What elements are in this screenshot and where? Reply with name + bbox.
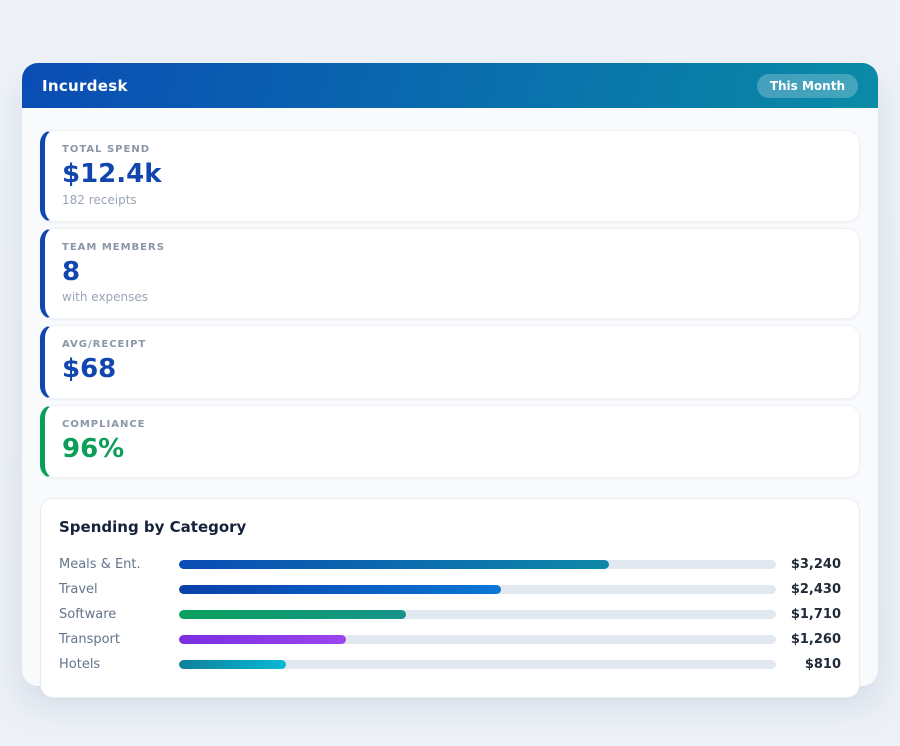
period-badge[interactable]: This Month	[757, 74, 858, 98]
bar-fill-transport	[179, 635, 346, 644]
category-label: Hotels	[59, 657, 179, 672]
stat-card-compliance: COMPLIANCE 96%	[40, 405, 860, 479]
category-label: Travel	[59, 582, 179, 597]
stat-value: $68	[62, 355, 841, 384]
stat-label: AVG/RECEIPT	[62, 339, 841, 350]
category-label: Software	[59, 607, 179, 622]
bar-track	[179, 660, 776, 669]
category-label: Transport	[59, 632, 179, 647]
bar-track	[179, 560, 776, 569]
category-value: $1,260	[785, 632, 841, 647]
stat-value: 96%	[62, 435, 841, 464]
stat-card-team-members: TEAM MEMBERS 8 with expenses	[40, 228, 860, 320]
bar-fill-meals	[179, 560, 609, 569]
category-value: $3,240	[785, 557, 841, 572]
chart-row-travel: Travel $2,430	[59, 577, 841, 602]
category-value: $1,710	[785, 607, 841, 622]
stat-label: TEAM MEMBERS	[62, 242, 841, 253]
chart-row-meals: Meals & Ent. $3,240	[59, 552, 841, 577]
app-header: Incurdesk This Month	[22, 63, 878, 108]
spending-by-category-chart: Spending by Category Meals & Ent. $3,240…	[40, 498, 860, 698]
app-title: Incurdesk	[42, 77, 128, 95]
category-value: $810	[785, 657, 841, 672]
stat-card-avg-receipt: AVG/RECEIPT $68	[40, 325, 860, 399]
bar-track	[179, 610, 776, 619]
dashboard-panel: Incurdesk This Month TOTAL SPEND $12.4k …	[22, 63, 878, 686]
category-label: Meals & Ent.	[59, 557, 179, 572]
bar-fill-travel	[179, 585, 501, 594]
chart-row-software: Software $1,710	[59, 602, 841, 627]
stat-label: COMPLIANCE	[62, 419, 841, 430]
panel-body: TOTAL SPEND $12.4k 182 receipts TEAM MEM…	[22, 108, 878, 722]
chart-row-transport: Transport $1,260	[59, 627, 841, 652]
stat-value: 8	[62, 258, 841, 287]
stat-subtext: 182 receipts	[62, 193, 841, 207]
bar-fill-hotels	[179, 660, 286, 669]
bar-track	[179, 585, 776, 594]
bar-track	[179, 635, 776, 644]
chart-row-hotels: Hotels $810	[59, 652, 841, 677]
stat-value: $12.4k	[62, 160, 841, 189]
stat-subtext: with expenses	[62, 290, 841, 304]
chart-title: Spending by Category	[59, 518, 841, 536]
bar-fill-software	[179, 610, 406, 619]
category-value: $2,430	[785, 582, 841, 597]
stat-card-total-spend: TOTAL SPEND $12.4k 182 receipts	[40, 130, 860, 222]
stat-label: TOTAL SPEND	[62, 144, 841, 155]
